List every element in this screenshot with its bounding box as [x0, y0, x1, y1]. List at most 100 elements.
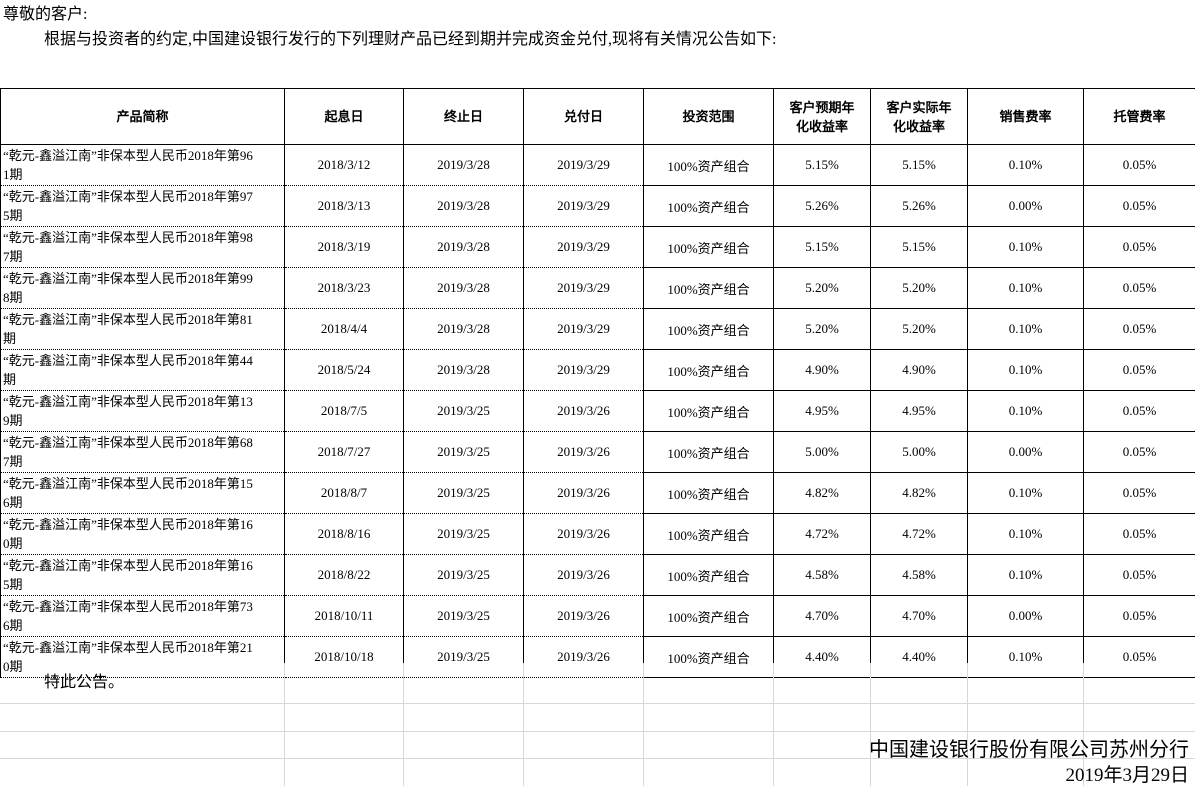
table-cell: 2019/3/25: [403, 390, 524, 432]
product-name: “乾元-鑫溢江南”非保本型人民币2018年第687期: [3, 435, 253, 469]
table-cell: 4.70%: [870, 595, 968, 637]
table-cell: “乾元-鑫溢江南”非保本型人民币2018年第736期: [0, 595, 285, 637]
table-row: “乾元-鑫溢江南”非保本型人民币2018年第165期 2018/8/22 2019/…: [0, 554, 1195, 596]
table-cell: 100%资产组合: [643, 636, 774, 678]
table-cell: 0.05%: [1083, 308, 1195, 350]
col-header-sales-fee: 销售费率: [967, 88, 1084, 145]
product-name: “乾元-鑫溢江南”非保本型人民币2018年第81期: [3, 312, 253, 346]
table-cell: 100%资产组合: [643, 144, 774, 186]
table-cell: 2018/3/23: [284, 267, 404, 309]
table-cell: 0.10%: [967, 636, 1084, 678]
table-row: “乾元-鑫溢江南”非保本型人民币2018年第44期 2018/5/24 2019/3…: [0, 349, 1195, 391]
table-cell: 2019/3/25: [403, 595, 524, 637]
table-row: “乾元-鑫溢江南”非保本型人民币2018年第975期 2018/3/13 2019/…: [0, 185, 1195, 227]
table-cell: 4.82%: [870, 472, 968, 514]
table-cell: 0.10%: [967, 226, 1084, 268]
table-cell: 4.95%: [773, 390, 871, 432]
table-cell: “乾元-鑫溢江南”非保本型人民币2018年第998期: [0, 267, 285, 309]
table-cell: “乾元-鑫溢江南”非保本型人民币2018年第160期: [0, 513, 285, 555]
table-cell: 2019/3/28: [403, 349, 524, 391]
table-cell: 2018/7/5: [284, 390, 404, 432]
table-row: “乾元-鑫溢江南”非保本型人民币2018年第160期 2018/8/16 2019/…: [0, 513, 1195, 555]
table-cell: 2019/3/29: [523, 349, 644, 391]
product-name: “乾元-鑫溢江南”非保本型人民币2018年第165期: [3, 558, 253, 592]
announcement-date: 2019年3月29日: [1065, 765, 1189, 786]
col-header-investment-scope: 投资范围: [643, 88, 774, 145]
product-table-wrap: 产品简称 起息日 终止日 兑付日 投资范围 客户预期年化收益率 客户实际年化收益…: [0, 88, 1195, 678]
table-cell: 2018/5/24: [284, 349, 404, 391]
table-cell: 4.95%: [870, 390, 968, 432]
table-cell: 0.05%: [1083, 431, 1195, 473]
table-row: “乾元-鑫溢江南”非保本型人民币2018年第139期 2018/7/5 2019/3…: [0, 390, 1195, 432]
table-cell: 0.05%: [1083, 472, 1195, 514]
col-header-expected-yield: 客户预期年化收益率: [773, 88, 871, 145]
table-row: “乾元-鑫溢江南”非保本型人民币2018年第736期 2018/10/11 2019…: [0, 595, 1195, 637]
table-cell: 4.72%: [870, 513, 968, 555]
table-cell: 0.10%: [967, 308, 1084, 350]
table-cell: 2018/3/19: [284, 226, 404, 268]
table-row: “乾元-鑫溢江南”非保本型人民币2018年第210期 2018/10/18 2019…: [0, 636, 1195, 678]
table-cell: 2018/10/18: [284, 636, 404, 678]
table-row: “乾元-鑫溢江南”非保本型人民币2018年第998期 2018/3/23 2019/…: [0, 267, 1195, 309]
table-cell: 5.15%: [870, 226, 968, 268]
table-cell: 2018/7/27: [284, 431, 404, 473]
product-name: “乾元-鑫溢江南”非保本型人民币2018年第998期: [3, 271, 253, 305]
table-cell: 0.10%: [967, 513, 1084, 555]
table-cell: 4.58%: [773, 554, 871, 596]
table-cell: 2018/3/12: [284, 144, 404, 186]
table-cell: 4.72%: [773, 513, 871, 555]
table-cell: 0.05%: [1083, 185, 1195, 227]
table-cell: “乾元-鑫溢江南”非保本型人民币2018年第81期: [0, 308, 285, 350]
table-cell: 100%资产组合: [643, 308, 774, 350]
table-cell: 100%资产组合: [643, 431, 774, 473]
table-cell: 2018/3/13: [284, 185, 404, 227]
table-cell: 5.15%: [773, 144, 871, 186]
table-cell: 4.90%: [773, 349, 871, 391]
table-cell: 2018/8/22: [284, 554, 404, 596]
table-cell: 2019/3/25: [403, 554, 524, 596]
table-cell: 0.05%: [1083, 267, 1195, 309]
table-cell: 5.15%: [870, 144, 968, 186]
table-cell: 5.20%: [870, 267, 968, 309]
table-cell: 4.90%: [870, 349, 968, 391]
table-cell: 5.26%: [773, 185, 871, 227]
table-cell: 100%资产组合: [643, 267, 774, 309]
table-cell: “乾元-鑫溢江南”非保本型人民币2018年第210期: [0, 636, 285, 678]
table-cell: 2018/4/4: [284, 308, 404, 350]
table-cell: 5.20%: [773, 308, 871, 350]
product-name: “乾元-鑫溢江南”非保本型人民币2018年第44期: [3, 353, 253, 387]
table-cell: 100%资产组合: [643, 554, 774, 596]
table-cell: 4.82%: [773, 472, 871, 514]
table-cell: 5.20%: [773, 267, 871, 309]
table-cell: 4.58%: [870, 554, 968, 596]
table-cell: 0.05%: [1083, 390, 1195, 432]
col-header-value-date: 起息日: [284, 88, 404, 145]
table-cell: “乾元-鑫溢江南”非保本型人民币2018年第687期: [0, 431, 285, 473]
col-header-custody-fee: 托管费率: [1083, 88, 1195, 145]
table-cell: 0.05%: [1083, 636, 1195, 678]
table-cell: 0.10%: [967, 390, 1084, 432]
table-cell: 100%资产组合: [643, 513, 774, 555]
table-cell: 0.10%: [967, 144, 1084, 186]
table-cell: 0.00%: [967, 185, 1084, 227]
table-cell: 0.05%: [1083, 226, 1195, 268]
table-cell: 2019/3/25: [403, 513, 524, 555]
table-cell: 2019/3/28: [403, 267, 524, 309]
issuer-signature: 中国建设银行股份有限公司苏州分行: [869, 739, 1189, 761]
table-row: “乾元-鑫溢江南”非保本型人民币2018年第687期 2018/7/27 2019/…: [0, 431, 1195, 473]
table-cell: “乾元-鑫溢江南”非保本型人民币2018年第961期: [0, 144, 285, 186]
product-name: “乾元-鑫溢江南”非保本型人民币2018年第156期: [3, 476, 253, 510]
col-header-payment-date: 兑付日: [523, 88, 644, 145]
table-cell: 5.26%: [870, 185, 968, 227]
table-cell: 0.05%: [1083, 595, 1195, 637]
table-cell: “乾元-鑫溢江南”非保本型人民币2018年第165期: [0, 554, 285, 596]
table-cell: 100%资产组合: [643, 226, 774, 268]
table-cell: 4.40%: [773, 636, 871, 678]
table-cell: 2019/3/25: [403, 636, 524, 678]
salutation-text: 尊敬的客户:: [3, 6, 88, 23]
table-cell: 5.15%: [773, 226, 871, 268]
table-cell: 2019/3/29: [523, 308, 644, 350]
table-cell: 4.40%: [870, 636, 968, 678]
table-cell: 2018/10/11: [284, 595, 404, 637]
